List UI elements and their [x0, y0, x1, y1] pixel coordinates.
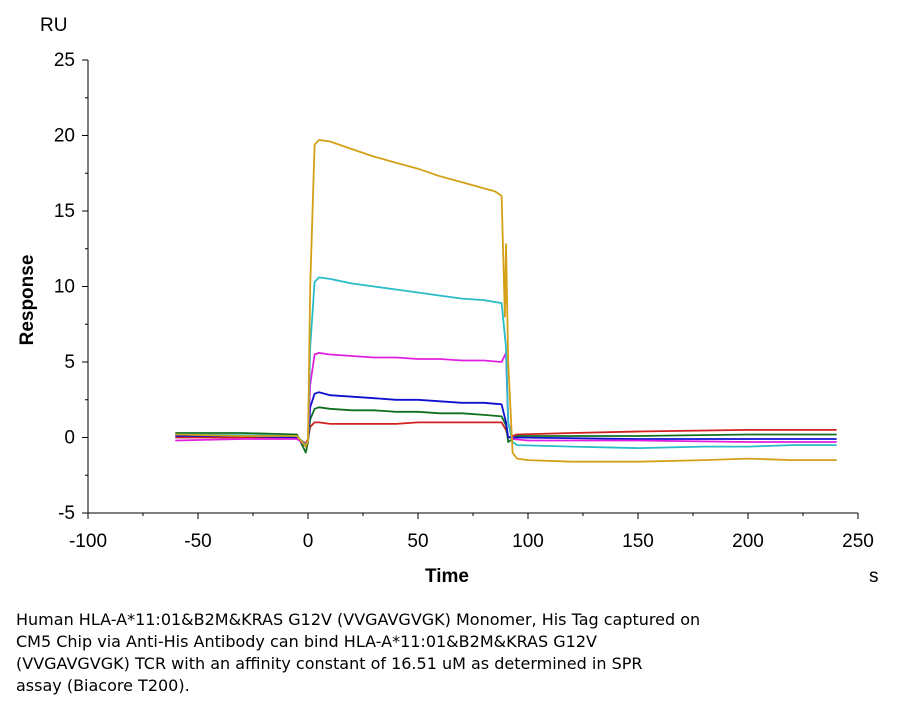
axes: [82, 59, 859, 519]
x-tick-label: 200: [732, 531, 764, 552]
y-tick-label: -5: [58, 503, 75, 524]
x-tick-label: 0: [303, 531, 314, 552]
y-tick-label: 0: [64, 428, 75, 449]
x-tick-label: -100: [69, 531, 107, 552]
x-tick-label: 50: [407, 531, 428, 552]
x-tick-label: 150: [622, 531, 654, 552]
y-tick-label: 10: [54, 277, 75, 298]
caption-line: assay (Biacore T200).: [16, 676, 190, 695]
y-tick-label: 5: [64, 352, 75, 373]
figure-caption: Human HLA-A*11:01&B2M&KRAS G12V (VVGAVGV…: [16, 609, 816, 697]
caption-line: (VVGAVGVGK) TCR with an affinity constan…: [16, 654, 643, 673]
x-tick-label: -50: [184, 531, 211, 552]
series-lines: [175, 139, 837, 463]
series-line: [175, 139, 837, 463]
x-tick-label: 100: [512, 531, 544, 552]
y-tick-label: 20: [54, 126, 75, 147]
x-axis-title: Time: [425, 566, 469, 587]
caption-line: CM5 Chip via Anti-His Antibody can bind …: [16, 632, 597, 651]
y-unit-label: RU: [40, 15, 67, 36]
y-axis-title: Response: [17, 255, 38, 346]
x-unit-label: s: [869, 566, 879, 587]
y-tick-label: 25: [54, 50, 75, 71]
y-tick-label: 15: [54, 201, 75, 222]
caption-line: Human HLA-A*11:01&B2M&KRAS G12V (VVGAVGV…: [16, 610, 701, 629]
x-tick-label: 250: [842, 531, 874, 552]
